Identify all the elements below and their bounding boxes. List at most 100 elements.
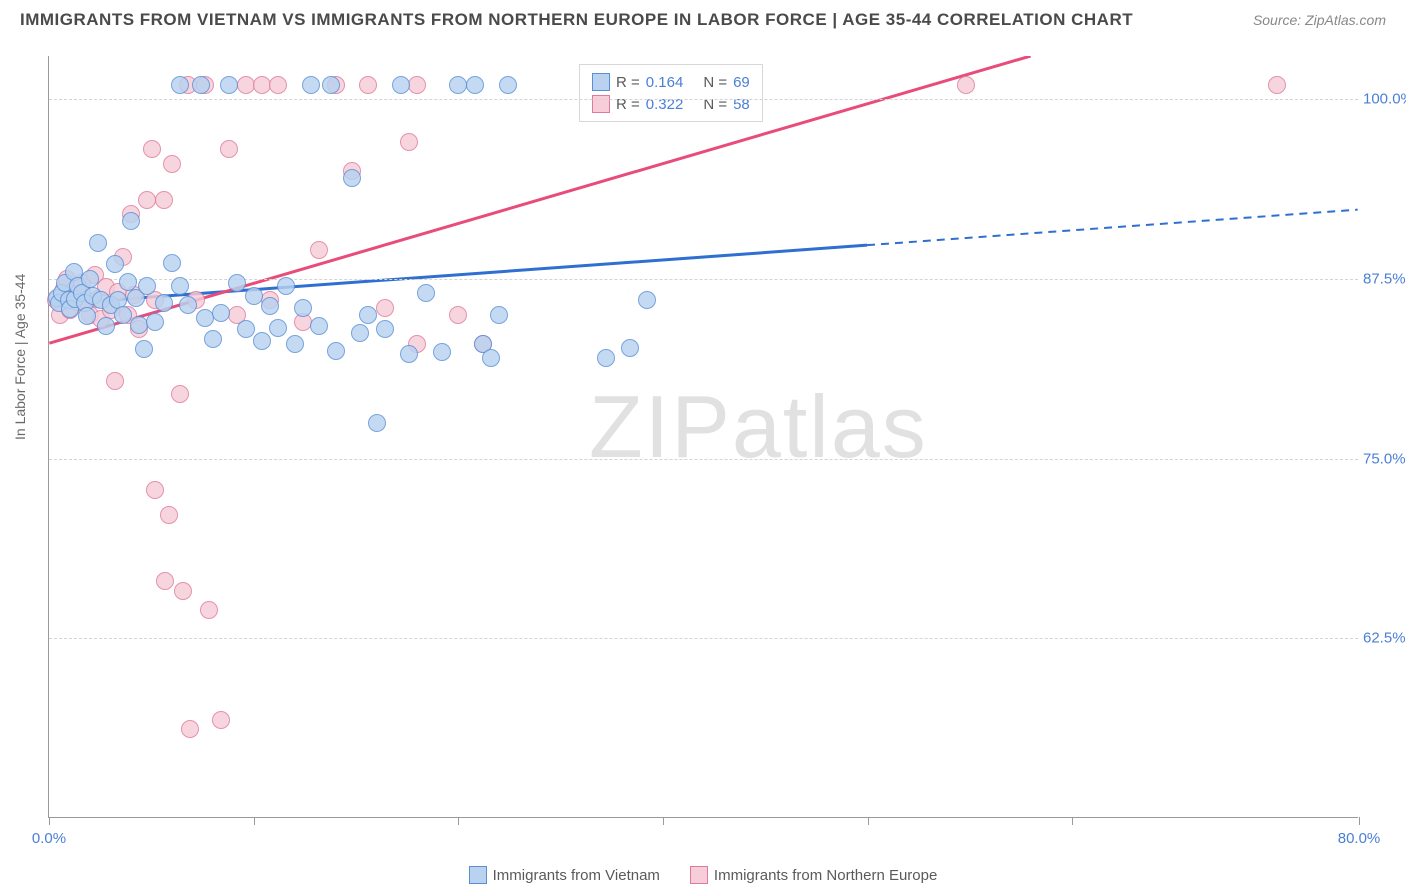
data-point (368, 414, 386, 432)
data-point (171, 277, 189, 295)
xtick (254, 817, 255, 825)
data-point (97, 317, 115, 335)
data-point (597, 349, 615, 367)
data-point (957, 76, 975, 94)
xtick (868, 817, 869, 825)
n-value: 58 (733, 96, 750, 113)
xtick (663, 817, 664, 825)
data-point (138, 191, 156, 209)
data-point (253, 332, 271, 350)
data-point (143, 140, 161, 158)
n-label: N = (703, 96, 727, 113)
data-point (156, 572, 174, 590)
data-point (81, 270, 99, 288)
legend-label-vietnam: Immigrants from Vietnam (493, 867, 660, 884)
data-point (122, 212, 140, 230)
data-point (192, 76, 210, 94)
watermark: ZIPatlas (589, 376, 928, 478)
legend-label-neurope: Immigrants from Northern Europe (714, 867, 937, 884)
legend-swatch (592, 95, 610, 113)
data-point (392, 76, 410, 94)
data-point (135, 340, 153, 358)
stats-legend-row: R =0.322N =58 (580, 93, 762, 115)
data-point (155, 294, 173, 312)
r-value: 0.322 (646, 96, 684, 113)
watermark-atlas: atlas (732, 377, 928, 476)
ytick-label: 87.5% (1363, 270, 1406, 287)
data-point (466, 76, 484, 94)
data-point (351, 324, 369, 342)
gridline (49, 99, 1358, 100)
legend-swatch (592, 73, 610, 91)
data-point (277, 277, 295, 295)
chart-plot-area: ZIPatlas R =0.164N =69R =0.322N =58 62.5… (48, 56, 1358, 818)
data-point (359, 306, 377, 324)
n-value: 69 (733, 74, 750, 91)
data-point (269, 319, 287, 337)
data-point (1268, 76, 1286, 94)
data-point (400, 345, 418, 363)
stats-legend: R = 0.164 N = 69R = 0.322 N = 58 (579, 64, 763, 122)
bottom-legend: Immigrants from Vietnam Immigrants from … (0, 866, 1406, 884)
xtick (49, 817, 50, 825)
data-point (253, 76, 271, 94)
r-value: 0.164 (646, 74, 684, 91)
trend-lines-layer (49, 56, 1358, 817)
legend-swatch-neurope (690, 866, 708, 884)
data-point (359, 76, 377, 94)
data-point (499, 76, 517, 94)
r-label: R = (616, 74, 640, 91)
data-point (286, 335, 304, 353)
data-point (181, 720, 199, 738)
data-point (482, 349, 500, 367)
data-point (163, 155, 181, 173)
data-point (138, 277, 156, 295)
data-point (106, 372, 124, 390)
data-point (204, 330, 222, 348)
xtick (458, 817, 459, 825)
data-point (310, 241, 328, 259)
xtick (1359, 817, 1360, 825)
data-point (490, 306, 508, 324)
data-point (269, 76, 287, 94)
data-point (89, 234, 107, 252)
data-point (261, 297, 279, 315)
data-point (449, 76, 467, 94)
data-point (343, 169, 361, 187)
data-point (171, 385, 189, 403)
data-point (294, 299, 312, 317)
data-point (220, 140, 238, 158)
gridline (49, 459, 1358, 460)
data-point (146, 313, 164, 331)
data-point (621, 339, 639, 357)
data-point (408, 76, 426, 94)
data-point (212, 304, 230, 322)
data-point (327, 342, 345, 360)
data-point (171, 76, 189, 94)
data-point (449, 306, 467, 324)
data-point (78, 307, 96, 325)
data-point (237, 76, 255, 94)
gridline (49, 638, 1358, 639)
data-point (638, 291, 656, 309)
ytick-label: 100.0% (1363, 91, 1406, 108)
data-point (196, 309, 214, 327)
legend-swatch-vietnam (469, 866, 487, 884)
trend-line-extrapolated (867, 210, 1358, 246)
data-point (174, 582, 192, 600)
data-point (163, 254, 181, 272)
data-point (237, 320, 255, 338)
data-point (212, 711, 230, 729)
ytick-label: 62.5% (1363, 630, 1406, 647)
data-point (179, 296, 197, 314)
legend-item-vietnam: Immigrants from Vietnam (469, 866, 660, 884)
stats-legend-row: R = 0.164 N = 69 (580, 71, 762, 93)
xtick (1072, 817, 1073, 825)
data-point (228, 274, 246, 292)
data-point (376, 299, 394, 317)
xtick-label: 0.0% (32, 830, 66, 847)
data-point (322, 76, 340, 94)
n-label: N = (703, 74, 727, 91)
data-point (376, 320, 394, 338)
data-point (220, 76, 238, 94)
